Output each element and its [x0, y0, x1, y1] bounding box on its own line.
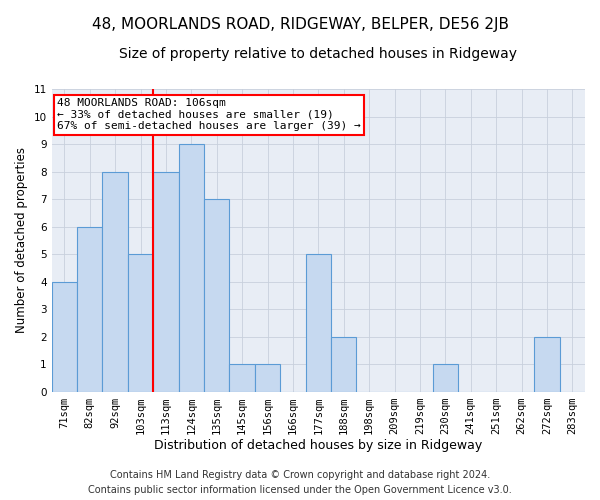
Text: Contains HM Land Registry data © Crown copyright and database right 2024.
Contai: Contains HM Land Registry data © Crown c… — [88, 470, 512, 495]
Bar — [255, 364, 280, 392]
Bar — [52, 282, 77, 392]
Bar — [153, 172, 179, 392]
Bar — [77, 226, 103, 392]
Title: Size of property relative to detached houses in Ridgeway: Size of property relative to detached ho… — [119, 48, 517, 62]
Bar — [229, 364, 255, 392]
X-axis label: Distribution of detached houses by size in Ridgeway: Distribution of detached houses by size … — [154, 440, 482, 452]
Bar — [305, 254, 331, 392]
Text: 48, MOORLANDS ROAD, RIDGEWAY, BELPER, DE56 2JB: 48, MOORLANDS ROAD, RIDGEWAY, BELPER, DE… — [91, 18, 509, 32]
Y-axis label: Number of detached properties: Number of detached properties — [15, 148, 28, 334]
Text: 48 MOORLANDS ROAD: 106sqm
← 33% of detached houses are smaller (19)
67% of semi-: 48 MOORLANDS ROAD: 106sqm ← 33% of detac… — [57, 98, 361, 132]
Bar — [204, 199, 229, 392]
Bar — [534, 336, 560, 392]
Bar — [103, 172, 128, 392]
Bar — [179, 144, 204, 392]
Bar — [128, 254, 153, 392]
Bar — [433, 364, 458, 392]
Bar — [331, 336, 356, 392]
